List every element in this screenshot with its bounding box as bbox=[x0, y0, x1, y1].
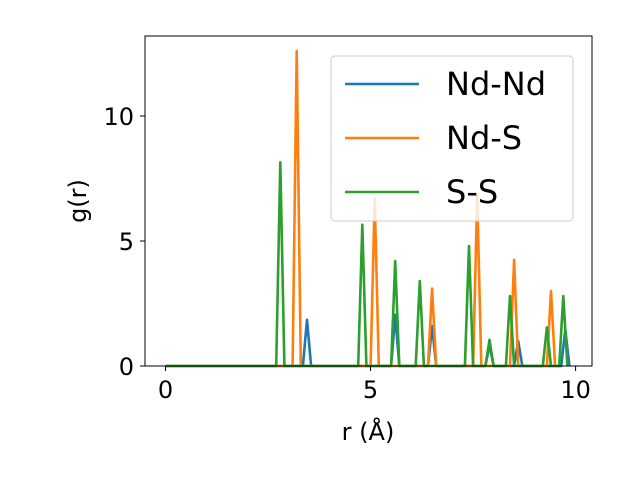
legend-label-nd-s: Nd-S bbox=[446, 119, 522, 157]
y-tick-label: 5 bbox=[119, 228, 134, 256]
legend: Nd-Nd Nd-S S-S bbox=[330, 55, 574, 222]
plot-frame bbox=[144, 35, 593, 367]
y-tick-label: 0 bbox=[119, 353, 134, 381]
x-axis-label: r (Å) bbox=[342, 417, 395, 446]
x-tick-label: 5 bbox=[363, 376, 378, 404]
legend-box bbox=[330, 55, 574, 222]
legend-label-nd-nd: Nd-Nd bbox=[446, 65, 546, 103]
series-line-s-s bbox=[165, 161, 569, 368]
x-axis-ticks: 0 5 10 bbox=[158, 366, 591, 404]
x-tick-label: 0 bbox=[158, 376, 173, 404]
y-axis-label: g(r) bbox=[64, 179, 92, 223]
x-tick-label: 10 bbox=[560, 376, 591, 404]
y-axis-ticks: 0 5 10 bbox=[103, 103, 145, 381]
legend-label-s-s: S-S bbox=[446, 173, 498, 211]
y-tick-label: 10 bbox=[103, 103, 134, 131]
